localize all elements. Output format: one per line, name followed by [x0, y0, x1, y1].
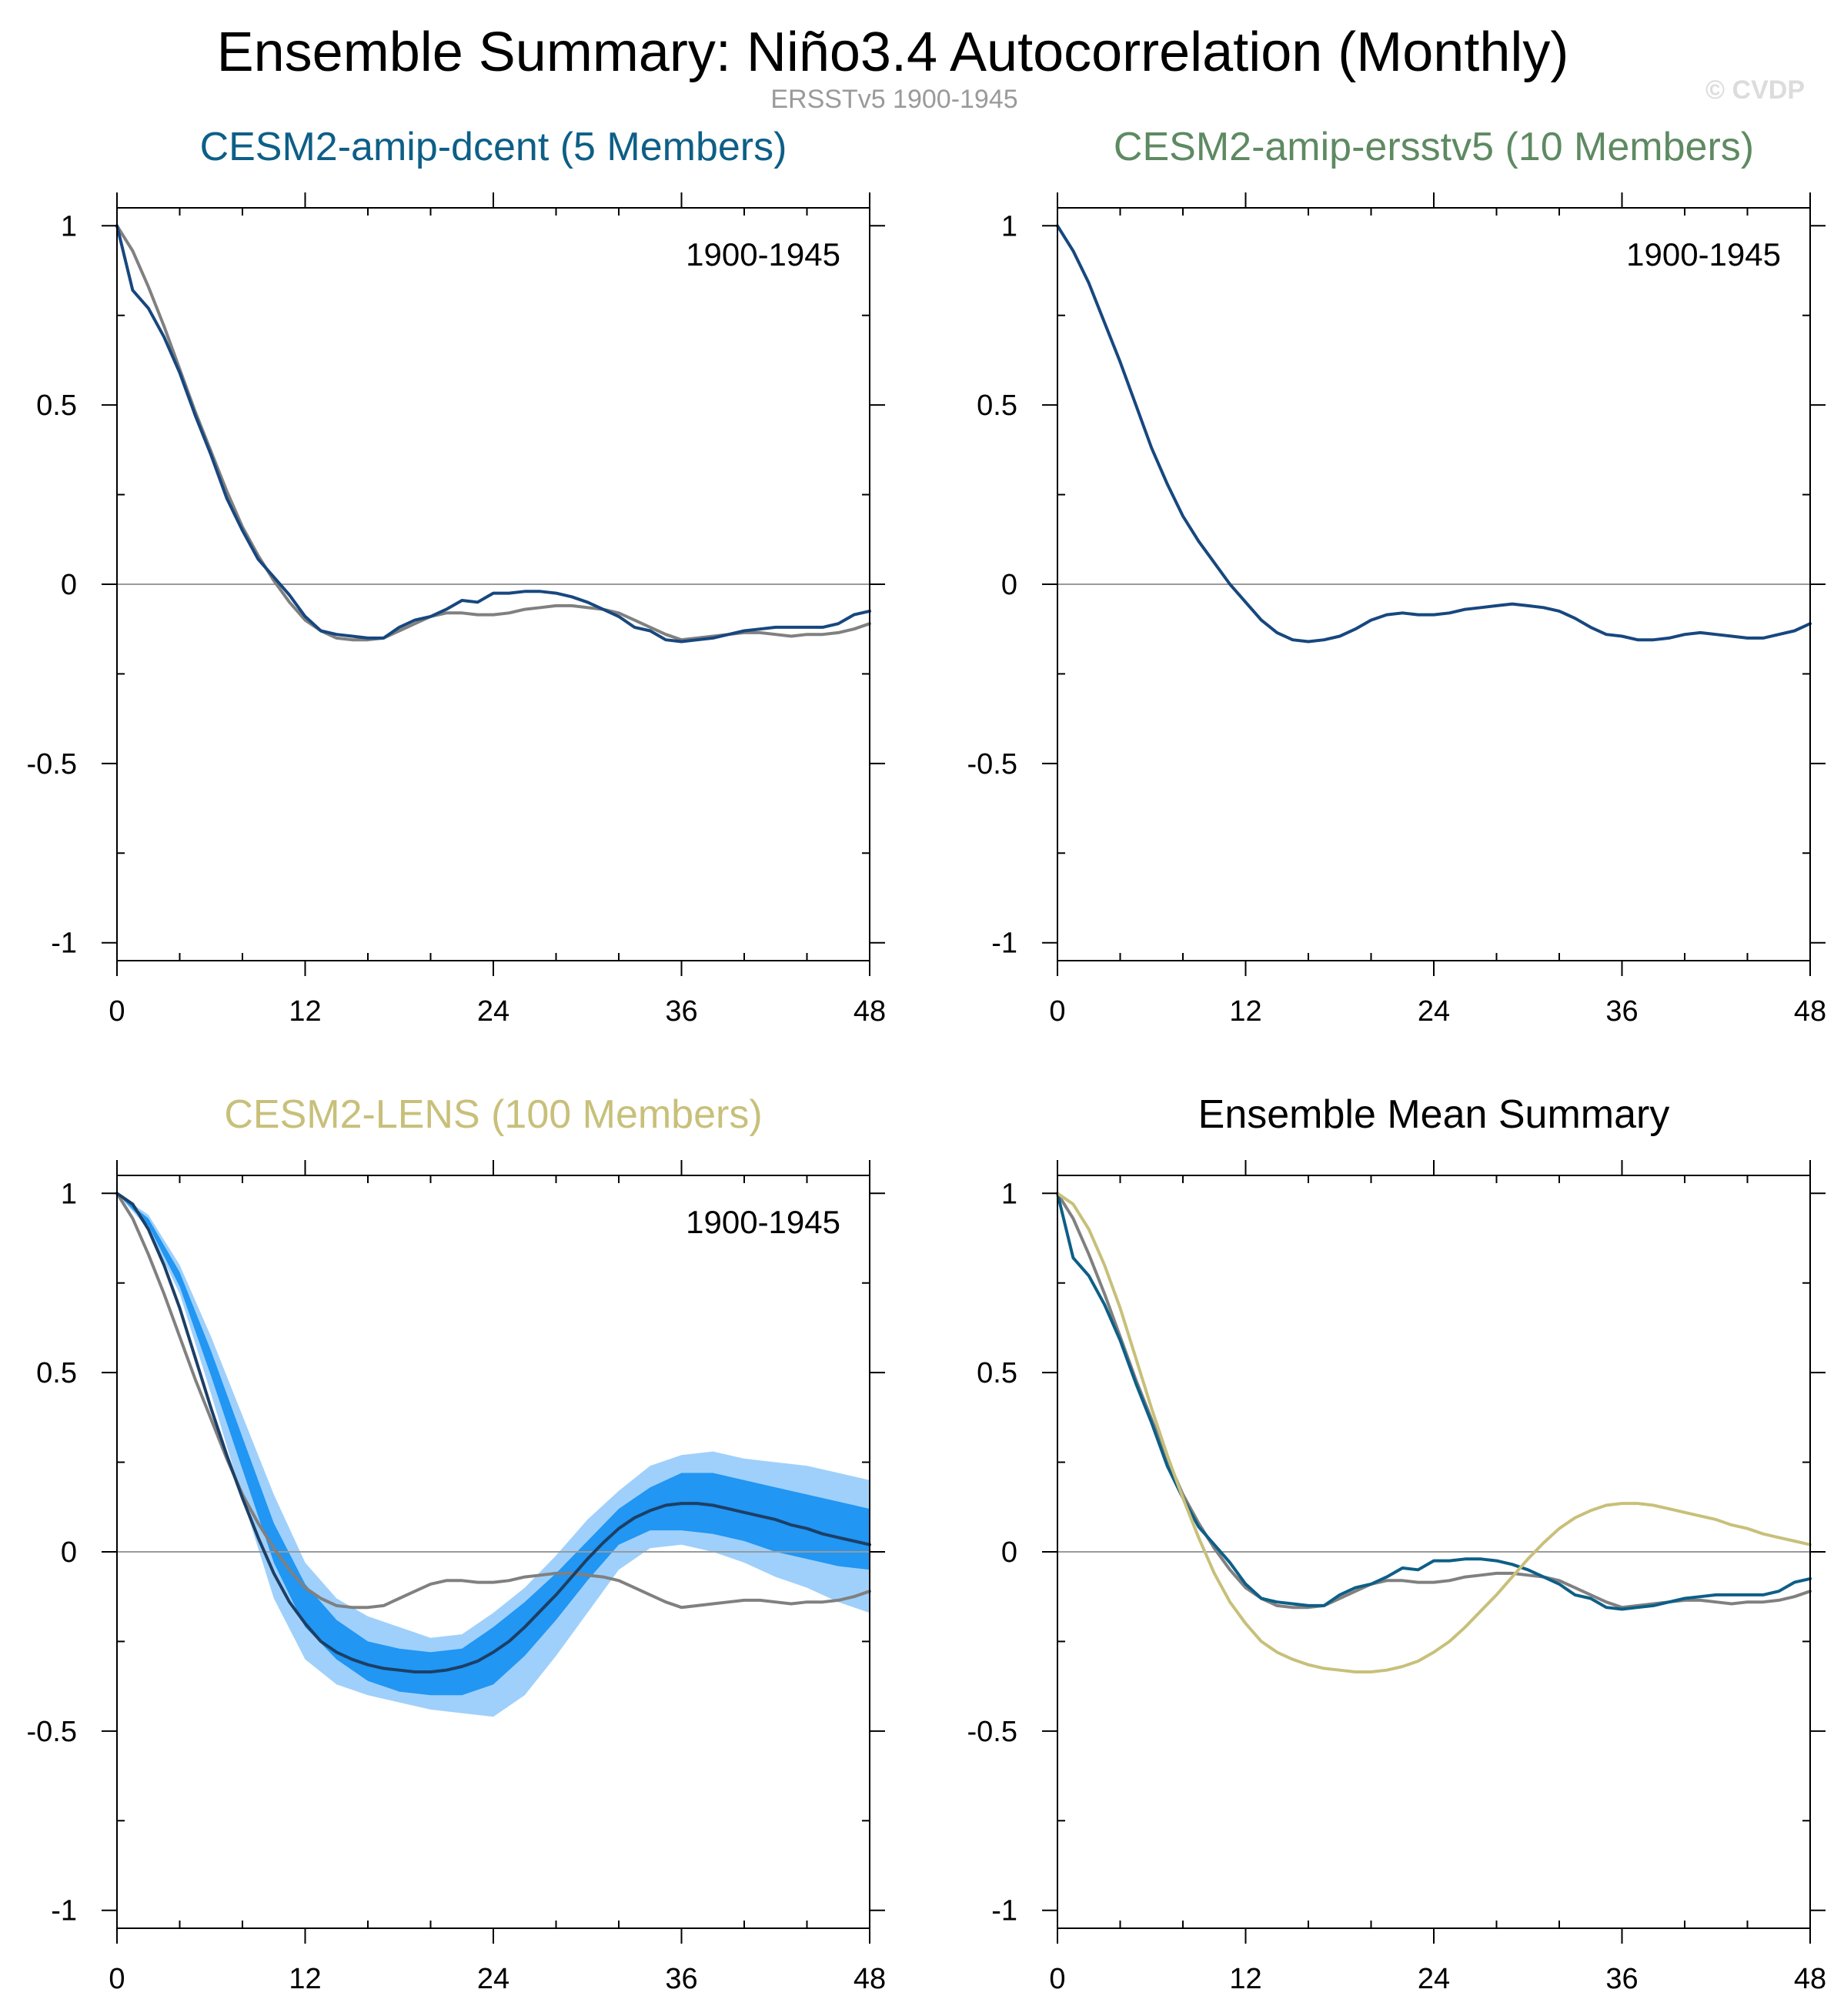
series-line-member [115, 224, 871, 644]
x-tick-label: 48 [854, 1963, 886, 1995]
chart-panel-1: CESM2-amip-dcent (5 Members) 0 12 24 36 48 -1 -… [27, 125, 887, 1028]
chart-panel-4: Ensemble Mean Summary 0 12 24 36 48 -1 -0.5 0 0.5… [967, 1092, 1827, 1995]
x-tick-label: 36 [1605, 1963, 1638, 1995]
y-tick-label: -1 [991, 928, 1017, 960]
series-line-member [1056, 224, 1812, 644]
series-line-lens [1056, 1192, 1812, 1673]
x-tick-label: 0 [109, 995, 125, 1028]
series-line-obs [115, 224, 871, 642]
series-line-lens_mean [115, 1192, 871, 1673]
x-tick-label: 48 [1794, 995, 1826, 1028]
figure-subtitle: ERSSTv5 1900-1945 [770, 85, 1017, 114]
period-annotation: 1900-1945 [686, 236, 840, 272]
y-tick-label: 1 [1001, 210, 1017, 242]
x-tick-label: 12 [289, 995, 321, 1028]
period-annotation: 1900-1945 [686, 1204, 840, 1240]
y-tick-label: 1 [61, 210, 77, 242]
y-tick-label: -0.5 [27, 748, 77, 781]
x-tick-label: 12 [1229, 995, 1261, 1028]
panel-title: CESM2-LENS (100 Members) [224, 1092, 762, 1137]
x-tick-label: 36 [665, 995, 697, 1028]
y-tick-label: 0 [61, 1536, 77, 1569]
copyright-watermark: © CVDP [1705, 75, 1805, 105]
series-line-obs [1056, 1192, 1812, 1610]
y-tick-label: -0.5 [967, 748, 1017, 781]
x-tick-label: 24 [477, 1963, 509, 1995]
y-tick-label: -0.5 [967, 1716, 1017, 1748]
x-tick-label: 36 [1605, 995, 1638, 1028]
y-tick-label: 1 [61, 1178, 77, 1210]
period-annotation: 1900-1945 [1626, 236, 1781, 272]
x-tick-label: 12 [1229, 1963, 1261, 1995]
y-tick-label: 0.5 [36, 1357, 77, 1389]
x-tick-label: 12 [289, 1963, 321, 1995]
x-tick-label: 0 [1049, 995, 1065, 1028]
figure-title: Ensemble Summary: Niño3.4 Autocorrelatio… [217, 22, 1569, 83]
y-tick-label: 1 [1001, 1178, 1017, 1210]
x-tick-label: 24 [1418, 995, 1450, 1028]
panel-title: CESM2-amip-ersstv5 (10 Members) [1114, 125, 1754, 169]
y-tick-label: 0.5 [36, 389, 77, 422]
x-tick-label: 48 [1794, 1963, 1826, 1995]
panels-group: CESM2-amip-dcent (5 Members) 0 12 24 36 48 -1 -… [27, 125, 1827, 1995]
y-tick-label: 0 [1001, 1536, 1017, 1569]
panel-title: CESM2-amip-dcent (5 Members) [200, 125, 787, 169]
chart-panel-2: CESM2-amip-ersstv5 (10 Members) 0 12 24 36 48… [967, 125, 1827, 1028]
series-line-dcent [1056, 1192, 1812, 1611]
y-tick-label: 0.5 [977, 1357, 1017, 1389]
y-tick-label: -0.5 [27, 1716, 77, 1748]
chart-panel-3: CESM2-LENS (100 Members) 0 12 24 36 48 -1 -0.5 0… [27, 1092, 887, 1995]
y-tick-label: 0 [1001, 569, 1017, 601]
y-tick-label: -1 [991, 1895, 1017, 1927]
x-tick-label: 24 [1418, 1963, 1450, 1995]
y-tick-label: 0 [61, 569, 77, 601]
y-tick-label: -1 [51, 1895, 77, 1927]
y-tick-label: -1 [51, 928, 77, 960]
panel-title: Ensemble Mean Summary [1198, 1092, 1670, 1137]
x-tick-label: 0 [1049, 1963, 1065, 1995]
x-tick-label: 0 [109, 1963, 125, 1995]
x-tick-label: 48 [854, 995, 886, 1028]
x-tick-label: 24 [477, 995, 509, 1028]
y-tick-label: 0.5 [977, 389, 1017, 422]
x-tick-label: 36 [665, 1963, 697, 1995]
